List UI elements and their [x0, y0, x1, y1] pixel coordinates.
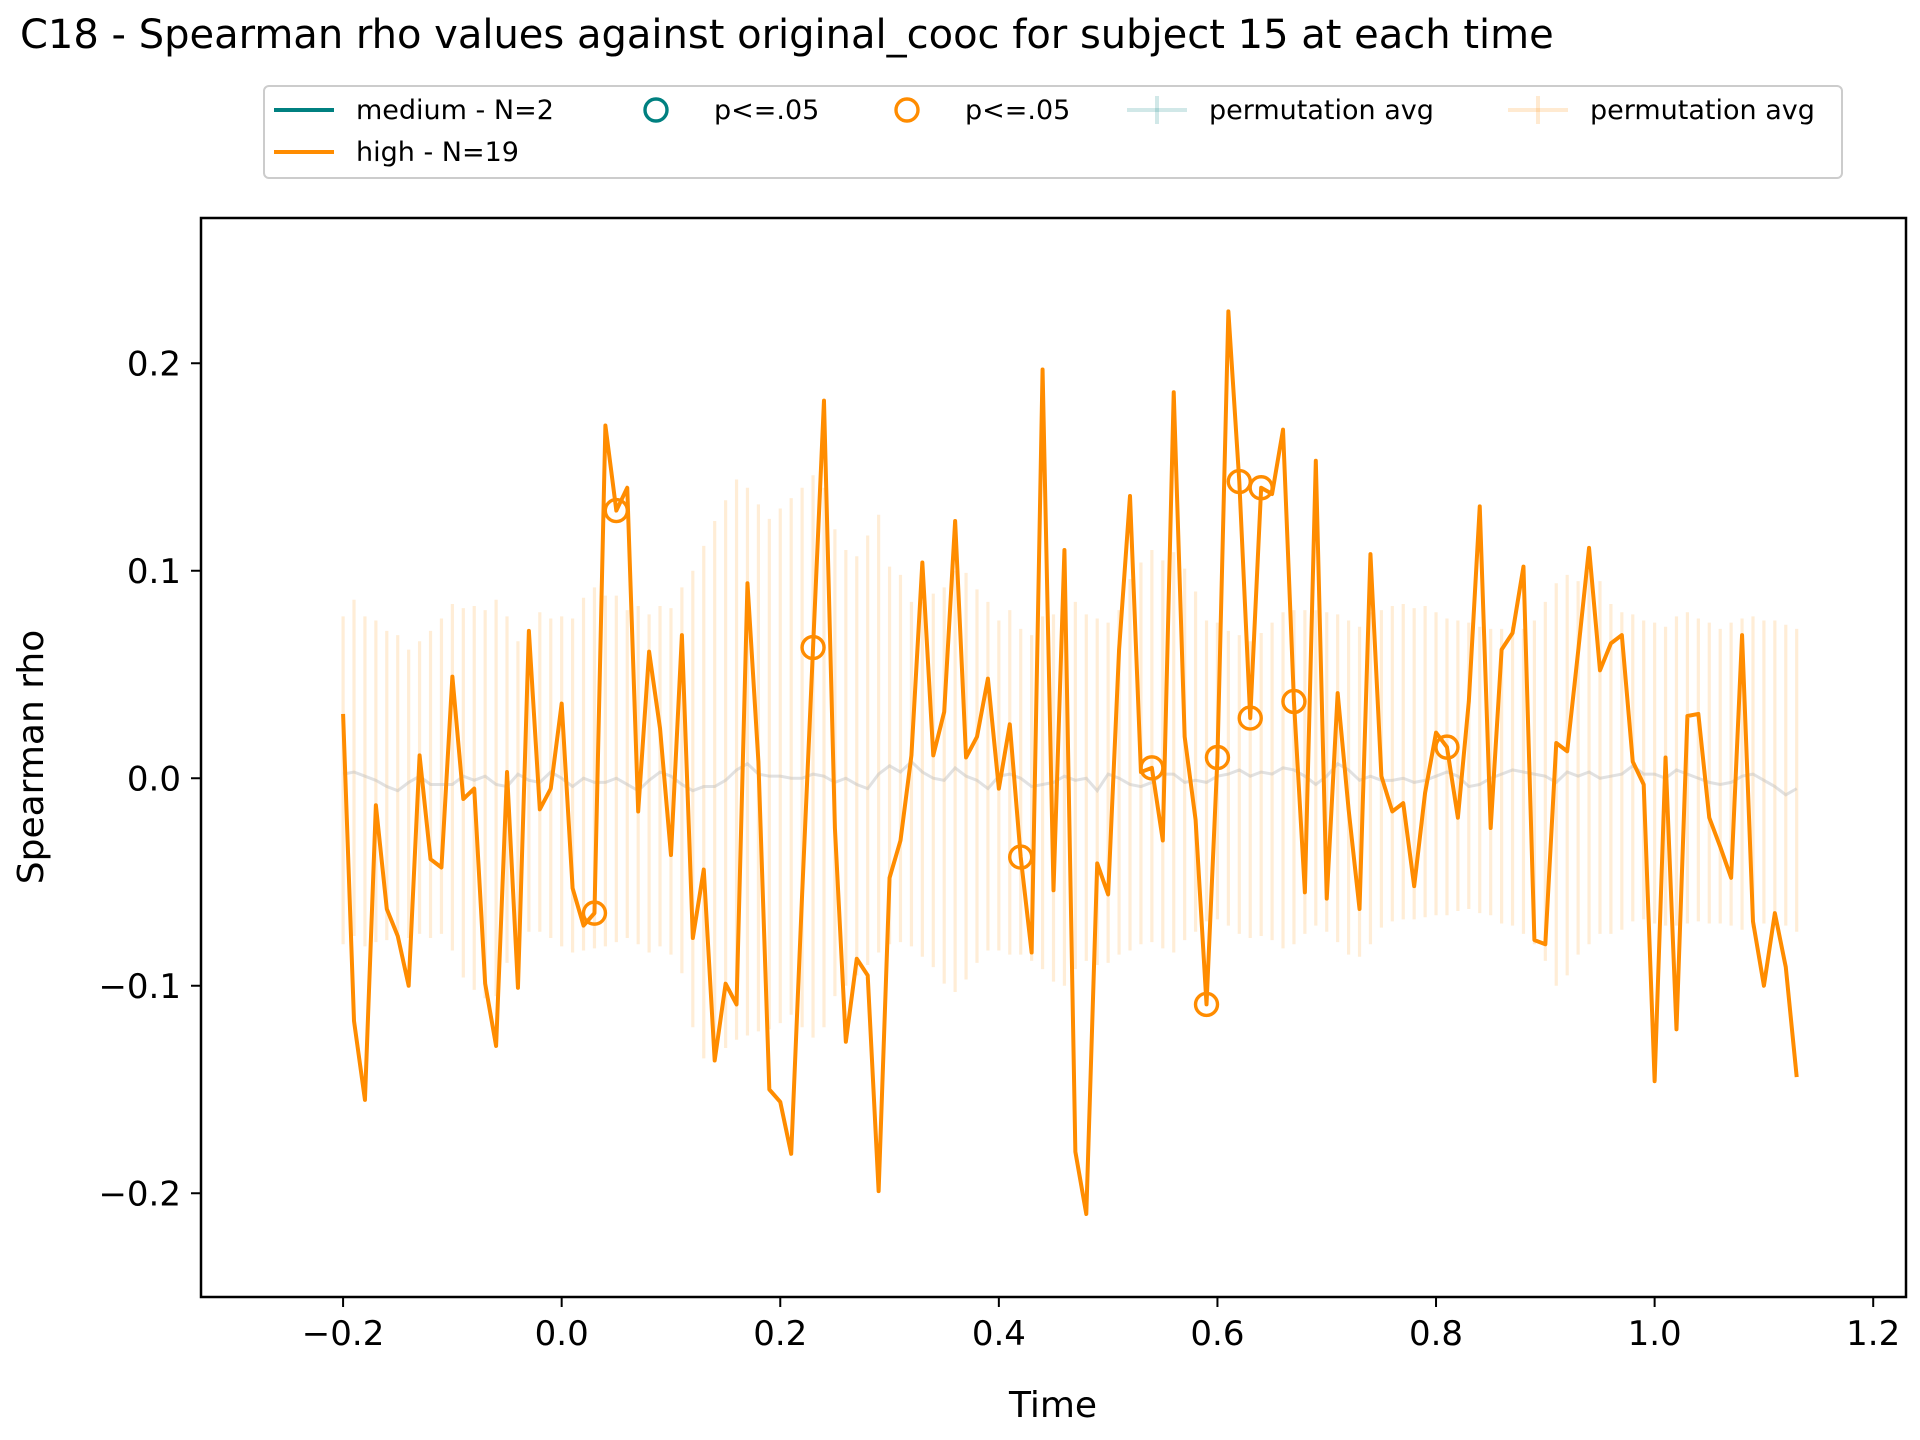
x-axis-label: Time	[1008, 1385, 1097, 1426]
significance-markers	[581, 468, 1460, 1018]
x-tick-label: 0.0	[535, 1314, 589, 1354]
x-tick-label: −0.2	[302, 1314, 385, 1354]
significance-marker	[800, 634, 826, 661]
x-tick-label: 0.2	[753, 1314, 807, 1354]
significance-marker	[1434, 734, 1460, 760]
legend-label: high - N=19	[356, 137, 519, 168]
legend-label: permutation avg	[1209, 95, 1434, 126]
legend-label: permutation avg	[1590, 95, 1815, 126]
y-tick-label: 0.2	[127, 344, 181, 384]
chart-title: C18 - Spearman rho values against origin…	[20, 12, 1554, 58]
x-tick-label: 1.2	[1846, 1314, 1900, 1354]
legend: medium - N=2 high - N=19 p<=.05 p<=.05 permu…	[263, 85, 1843, 179]
y-tick-label: 0.1	[127, 552, 181, 592]
x-tick-label: 1.0	[1628, 1314, 1682, 1354]
significance-marker	[1281, 688, 1307, 715]
x-tick-label: 0.6	[1190, 1314, 1244, 1354]
series-line-high	[341, 309, 1799, 1216]
significance-marker	[1248, 475, 1274, 501]
y-tick-label: 0.0	[127, 759, 181, 799]
y-axis: −0.2 −0.1 0.0 0.1 0.2	[98, 344, 201, 1214]
legend-label: p<=.05	[965, 95, 1070, 126]
significance-marker	[1139, 755, 1165, 781]
y-tick-label: −0.1	[98, 967, 181, 1007]
x-axis: −0.2 0.0 0.2 0.4 0.6 0.8 1.0 1.2	[302, 1297, 1900, 1354]
y-tick-label: −0.2	[98, 1174, 181, 1214]
significance-marker	[1237, 705, 1263, 731]
x-tick-label: 0.8	[1409, 1314, 1463, 1354]
legend-frame	[263, 85, 1843, 179]
legend-swatch-marker	[643, 97, 669, 123]
significance-marker	[603, 497, 630, 524]
plot-area	[199, 216, 1908, 1299]
plot-frame	[199, 216, 1908, 1299]
significance-marker	[1193, 991, 1220, 1018]
y-axis-label: Spearman rho	[11, 630, 52, 884]
legend-label: medium - N=2	[356, 95, 554, 126]
permutation-error-bars	[341, 475, 1799, 1059]
x-tick-label: 0.4	[972, 1314, 1026, 1354]
legend-swatch-marker	[894, 97, 920, 123]
significance-marker	[1204, 744, 1231, 771]
legend-label: p<=.05	[714, 95, 819, 126]
significance-marker	[1008, 844, 1034, 870]
significance-marker	[581, 900, 608, 926]
